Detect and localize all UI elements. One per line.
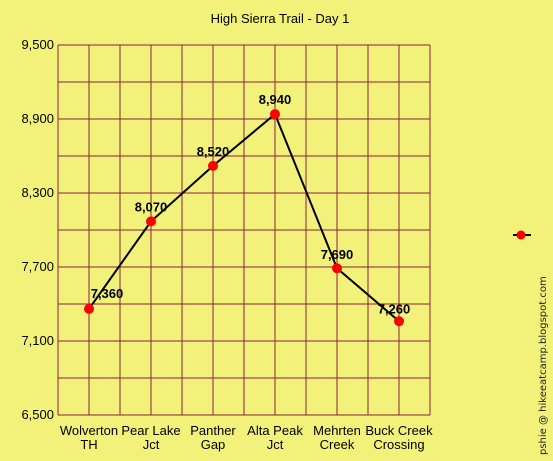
data-label: 7,360 (91, 286, 124, 301)
x-tick-label: Jct (143, 437, 160, 452)
data-labels: 7,360 8,070 8,520 8,940 7,690 7,260 (91, 92, 411, 316)
x-tick-label: Wolverton (60, 423, 118, 438)
data-label: 7,260 (378, 301, 411, 316)
y-tick-label: 8,300 (21, 185, 54, 200)
credit-watermark: pshie @ hikeeatcamp.blogspot.com (538, 276, 549, 455)
data-point (270, 109, 280, 120)
x-tick-label: Mehrten (313, 423, 361, 438)
y-tick-label: 7,700 (21, 259, 54, 274)
x-tick-label: TH (80, 437, 97, 452)
data-label: 8,070 (135, 199, 168, 214)
x-tick-label: Pear Lake (121, 423, 180, 438)
x-tick-label: Jct (267, 437, 284, 452)
x-tick-label: Alta Peak (247, 423, 303, 438)
legend (513, 230, 531, 240)
data-point (146, 216, 156, 227)
data-label: 7,690 (321, 247, 354, 262)
legend-marker (516, 230, 526, 240)
y-tick-label: 6,500 (21, 407, 54, 422)
data-label: 8,520 (197, 144, 230, 159)
y-tick-label: 9,500 (21, 37, 54, 52)
x-tick-label: Creek (320, 437, 355, 452)
y-tick-label: 8,900 (21, 111, 54, 126)
grid (57, 44, 431, 416)
x-tick-label: Buck Creek (365, 423, 433, 438)
data-point (394, 316, 404, 327)
data-point (84, 303, 94, 314)
x-tick-label: Gap (201, 437, 226, 452)
series-elevation (84, 109, 404, 327)
x-tick-label: Crossing (373, 437, 424, 452)
x-tick-label: Panther (190, 423, 236, 438)
y-axis-tick-labels: 6,500 7,100 7,700 8,300 8,900 9,500 (21, 37, 54, 422)
series-line (88, 112, 400, 323)
data-point (332, 263, 342, 274)
data-point (208, 160, 218, 171)
y-tick-label: 7,100 (21, 333, 54, 348)
data-label: 8,940 (259, 92, 292, 107)
chart-title: High Sierra Trail - Day 1 (211, 11, 350, 26)
